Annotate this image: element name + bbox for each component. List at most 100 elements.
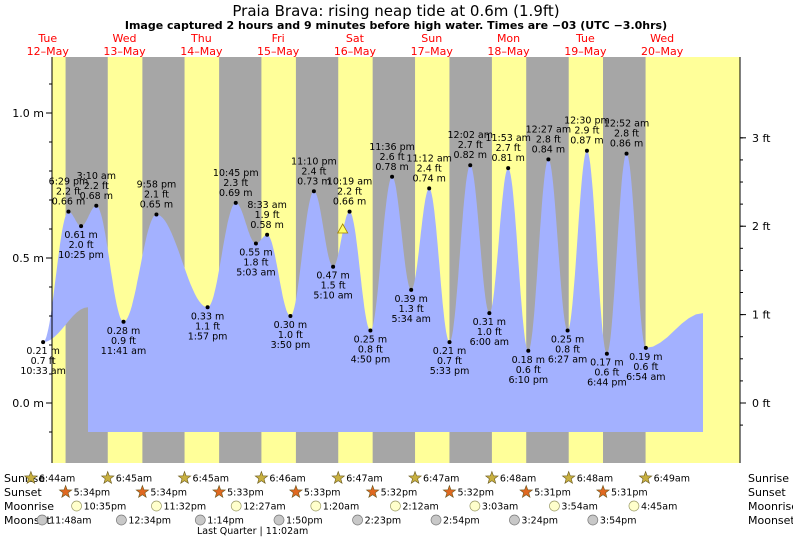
tide-label: 11:53 am2.7 ft0.81 m — [485, 133, 530, 164]
tide-height-ft: 0.8 ft — [555, 345, 580, 356]
tide-height-m: 0.73 m — [297, 176, 330, 187]
day-of-week-label: Sat — [346, 32, 365, 45]
sunrise-event: 6:47am — [408, 470, 459, 485]
tide-label: 12:30 pm2.9 ft0.87 m — [564, 116, 610, 147]
low-tide-point — [604, 351, 609, 356]
tide-height-ft: 1.1 ft — [195, 321, 220, 332]
tide-height-m: 0.86 m — [610, 139, 643, 150]
tide-time: 6:54 am — [626, 372, 665, 383]
tide-time: 12:52 am — [604, 119, 649, 130]
low-tide-point — [331, 264, 336, 269]
high-tide-point — [154, 212, 159, 217]
sunset-time: 5:31pm — [611, 488, 648, 499]
moonset-time: 3:54pm — [600, 516, 637, 527]
tide-time: 11:12 am — [406, 153, 451, 164]
moonset-time: 2:23pm — [365, 516, 402, 527]
tide-height-ft: 0.6 ft — [516, 365, 541, 376]
moonrise-event: 3:54am — [549, 500, 598, 513]
sunrise-row-label: Sunrise — [4, 472, 45, 485]
tide-height-ft: 0.6 ft — [594, 368, 619, 379]
moonrise-time: 11:32pm — [163, 502, 206, 513]
moonrise-time: 12:27am — [243, 502, 285, 513]
moonrise-row-label: Moonrise — [4, 500, 54, 513]
sunrise-event: 6:44am — [23, 470, 75, 485]
tide-label: 0.47 m1.5 ft5:10 am — [313, 271, 352, 302]
sunset-icon — [365, 484, 380, 499]
tide-label: 10:45 pm2.3 ft0.69 m — [213, 168, 259, 199]
tide-time: 5:03 am — [236, 268, 275, 279]
tide-label: 12:02 am2.7 ft0.82 m — [448, 130, 493, 161]
moonrise-event: 1:20am — [310, 500, 359, 513]
tide-label: 3:10 am2.2 ft0.68 m — [77, 171, 116, 202]
day-of-week-label: Fri — [272, 32, 285, 45]
moonrise-time: 2:12am — [402, 502, 438, 513]
sunset-event: 5:34pm — [135, 484, 187, 499]
tide-height-ft: 1.3 ft — [399, 304, 424, 315]
moonrise-event: 3:03am — [469, 500, 518, 513]
tide-label: 12:52 am2.8 ft0.86 m — [604, 119, 649, 150]
day-date-label: 15–May — [257, 45, 300, 58]
moonrise-icon — [310, 500, 322, 512]
moonrise-icon — [549, 500, 560, 512]
moonrise-row-label-right: Moonrise — [748, 500, 793, 513]
tide-height-ft: 2.7 ft — [458, 140, 483, 151]
sunset-event: 5:34pm — [58, 484, 111, 499]
moonset-icon — [430, 514, 442, 526]
low-tide-point — [253, 241, 258, 246]
tide-label: 10:19 am2.2 ft0.66 m — [327, 177, 372, 208]
moonrise-icon — [469, 500, 481, 512]
sunset-time: 5:33pm — [304, 488, 341, 499]
sunset-time: 5:33pm — [227, 488, 264, 499]
left-tick-label: 0.0 m — [12, 397, 44, 410]
moonrise-time: 3:03am — [482, 502, 518, 513]
tide-time: 1:57 pm — [188, 331, 228, 342]
sunset-event: 5:31pm — [519, 484, 571, 499]
day-labels: Tue12–MayWed13–MayThu14–MayFri15–MaySat1… — [27, 32, 684, 58]
tide-height-m: 0.68 m — [80, 191, 113, 202]
sunset-icon — [288, 484, 303, 499]
sunrise-time: 6:49am — [654, 474, 690, 485]
moonset-icon — [273, 514, 285, 526]
moonrise-event: 4:45am — [628, 500, 677, 513]
tide-time: 5:10 am — [313, 291, 352, 302]
tide-height-ft: 2.1 ft — [144, 190, 169, 201]
sunrise-icon — [484, 470, 499, 485]
tide-label: 0.18 m0.6 ft6:10 pm — [508, 355, 548, 386]
sunrise-event: 6:45am — [177, 470, 229, 485]
day-of-week-label: Thu — [190, 32, 212, 45]
moonset-event: 3:54pm — [587, 514, 637, 527]
tide-height-ft: 0.7 ft — [31, 356, 56, 367]
tide-label: 0.19 m0.6 ft6:54 am — [626, 352, 665, 383]
high-tide-point — [546, 157, 551, 162]
low-tide-point — [368, 328, 373, 333]
moonset-event: 1:14pm — [194, 514, 244, 527]
tide-time: 3:10 am — [77, 171, 116, 182]
low-tide-point — [205, 305, 210, 310]
tide-height-m: 0.30 m — [274, 320, 307, 331]
sunset-time: 5:34pm — [74, 488, 111, 499]
right-tick-label: 0 ft — [752, 397, 771, 410]
tide-height-m: 0.66 m — [52, 197, 85, 208]
tide-label: 9:58 pm2.1 ft0.65 m — [137, 180, 177, 211]
sunrise-time: 6:45am — [116, 474, 152, 485]
tide-height-m: 0.61 m — [64, 230, 97, 241]
tide-height-ft: 1.8 ft — [243, 258, 268, 269]
high-tide-point — [468, 163, 473, 168]
sunset-event: 5:31pm — [595, 484, 648, 499]
low-tide-point — [487, 311, 492, 316]
high-tide-point — [94, 203, 99, 208]
tide-height-ft: 2.8 ft — [614, 129, 639, 140]
sunset-time: 5:31pm — [534, 488, 571, 499]
moonset-event: 1:50pm — [273, 514, 323, 527]
high-tide-point — [347, 209, 352, 214]
tide-label: 0.17 m0.6 ft6:44 pm — [587, 358, 627, 389]
tide-height-m: 0.74 m — [412, 173, 445, 184]
sunset-icon — [442, 484, 457, 499]
tide-height-m: 0.66 m — [333, 197, 366, 208]
sunrise-icon — [177, 470, 192, 485]
tide-height-m: 0.25 m — [551, 335, 584, 346]
tide-height-ft: 2.4 ft — [301, 166, 326, 177]
